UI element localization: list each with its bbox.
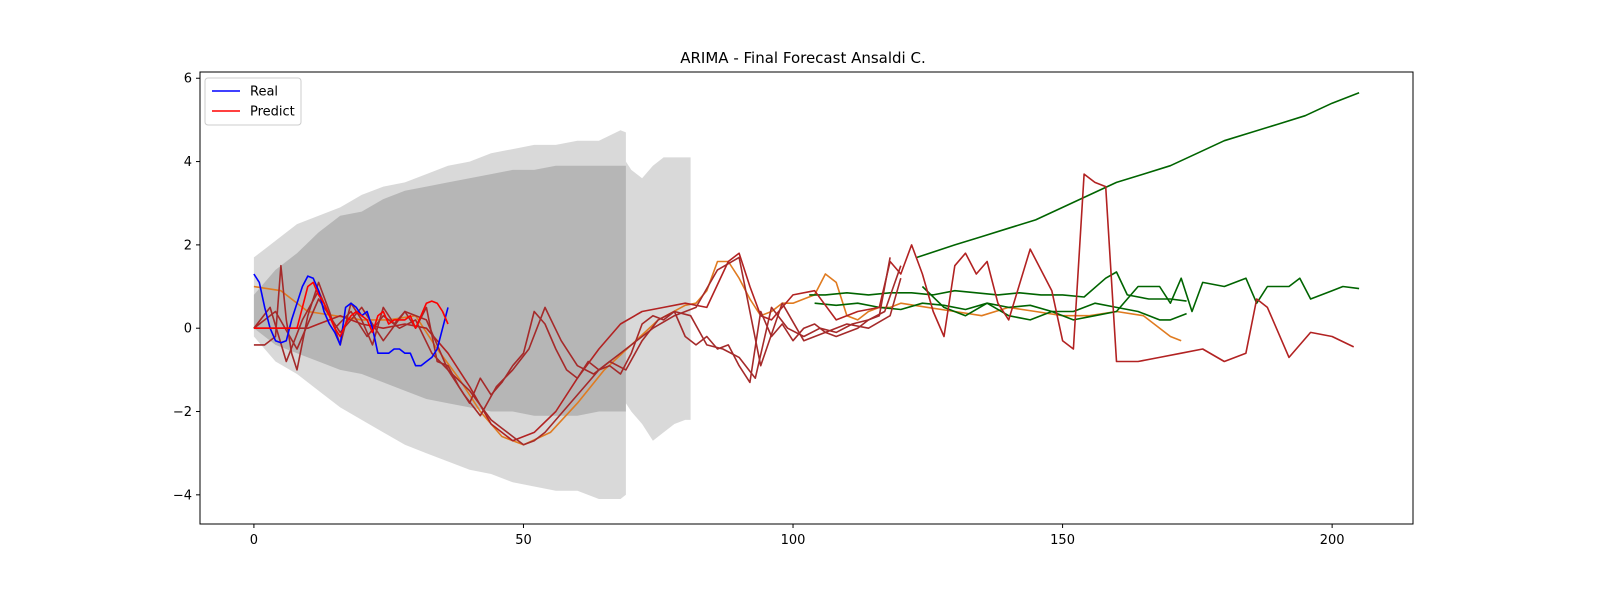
y-tick-label: 4 <box>184 155 192 170</box>
y-tick-label: 0 <box>184 322 192 337</box>
confidence-bands <box>253 130 691 500</box>
series-line-forecast-10 <box>253 256 902 446</box>
confidence-band-2 <box>253 165 626 416</box>
x-tick-label: 0 <box>250 533 258 548</box>
x-tick-label: 150 <box>1050 533 1075 548</box>
x-tick-label: 100 <box>781 533 806 548</box>
y-tick-label: −2 <box>173 405 192 420</box>
legend-label-predict: Predict <box>250 105 295 120</box>
series-line-predict <box>253 281 449 338</box>
series-line-forecast-9 <box>253 265 902 417</box>
y-tick-label: 2 <box>184 238 192 253</box>
chart-title: ARIMA - Final Forecast Ansaldi C. <box>680 49 925 67</box>
series-line-forecast-4 <box>809 271 1187 302</box>
legend-box <box>204 77 302 126</box>
y-tick-label: 6 <box>184 72 192 87</box>
x-tick-label: 200 <box>1320 533 1345 548</box>
y-axis: −4 −2 0 2 4 6 <box>173 72 200 503</box>
legend: Real Predict <box>204 77 302 126</box>
x-axis: 0 50 100 150 200 <box>250 524 1345 548</box>
legend-label-real: Real <box>250 85 278 100</box>
series-line-real <box>253 273 449 367</box>
series-line-forecast-3 <box>916 92 1360 259</box>
confidence-band-1 <box>625 157 691 441</box>
series-lines <box>253 92 1360 446</box>
x-tick-label: 50 <box>515 533 532 548</box>
y-tick-label: −4 <box>173 488 192 503</box>
series-line-forecast-5 <box>921 277 1360 321</box>
plot-frame <box>199 71 1414 525</box>
